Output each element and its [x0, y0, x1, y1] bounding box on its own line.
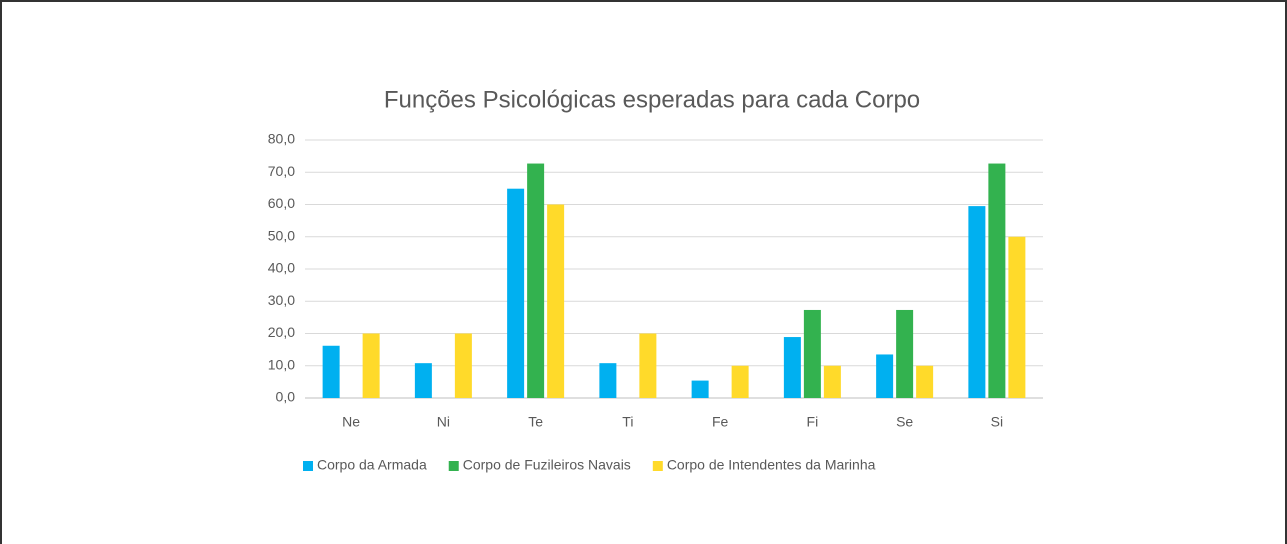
legend-label: Corpo da Armada	[317, 457, 427, 473]
bar	[988, 163, 1006, 398]
legend-label: Corpo de Intendentes da Marinha	[667, 457, 876, 473]
y-tick-label: 20,0	[268, 324, 295, 340]
legend-label: Corpo de Fuzileiros Navais	[463, 457, 631, 473]
bar	[916, 365, 934, 398]
bar	[362, 333, 380, 398]
y-tick-label: 30,0	[268, 292, 295, 308]
y-tick-label: 40,0	[268, 260, 295, 276]
x-tick-label: Si	[991, 414, 1003, 430]
legend-swatch	[303, 461, 313, 471]
bar	[876, 354, 894, 398]
bar	[599, 363, 617, 398]
bar	[896, 309, 914, 398]
bar	[783, 337, 801, 398]
bar	[639, 333, 657, 398]
y-tick-label: 80,0	[268, 131, 295, 147]
bar	[547, 204, 565, 398]
bar	[454, 333, 472, 398]
y-tick-label: 0,0	[276, 389, 296, 405]
legend-swatch	[448, 461, 459, 471]
bar	[322, 345, 340, 398]
bar	[731, 365, 749, 398]
legend-swatch	[652, 461, 663, 471]
x-tick-label: Se	[896, 414, 913, 430]
bar	[823, 365, 841, 398]
bar	[507, 188, 525, 398]
x-tick-label: Te	[528, 414, 543, 430]
bar	[527, 163, 545, 398]
y-tick-label: 10,0	[268, 356, 295, 372]
chart-title: Funções Psicológicas esperadas para cada…	[384, 86, 920, 113]
bar	[968, 206, 986, 398]
bar	[1008, 236, 1026, 398]
x-tick-label: Ti	[622, 414, 633, 430]
y-tick-label: 50,0	[268, 227, 295, 243]
y-tick-label: 60,0	[268, 195, 295, 211]
bar	[414, 363, 432, 398]
x-tick-label: Ne	[342, 414, 360, 430]
x-tick-label: Ni	[437, 414, 450, 430]
bar	[691, 380, 709, 398]
bar	[803, 309, 821, 398]
y-tick-label: 70,0	[268, 163, 295, 179]
x-tick-label: Fe	[712, 414, 729, 430]
x-tick-label: Fi	[807, 414, 819, 430]
